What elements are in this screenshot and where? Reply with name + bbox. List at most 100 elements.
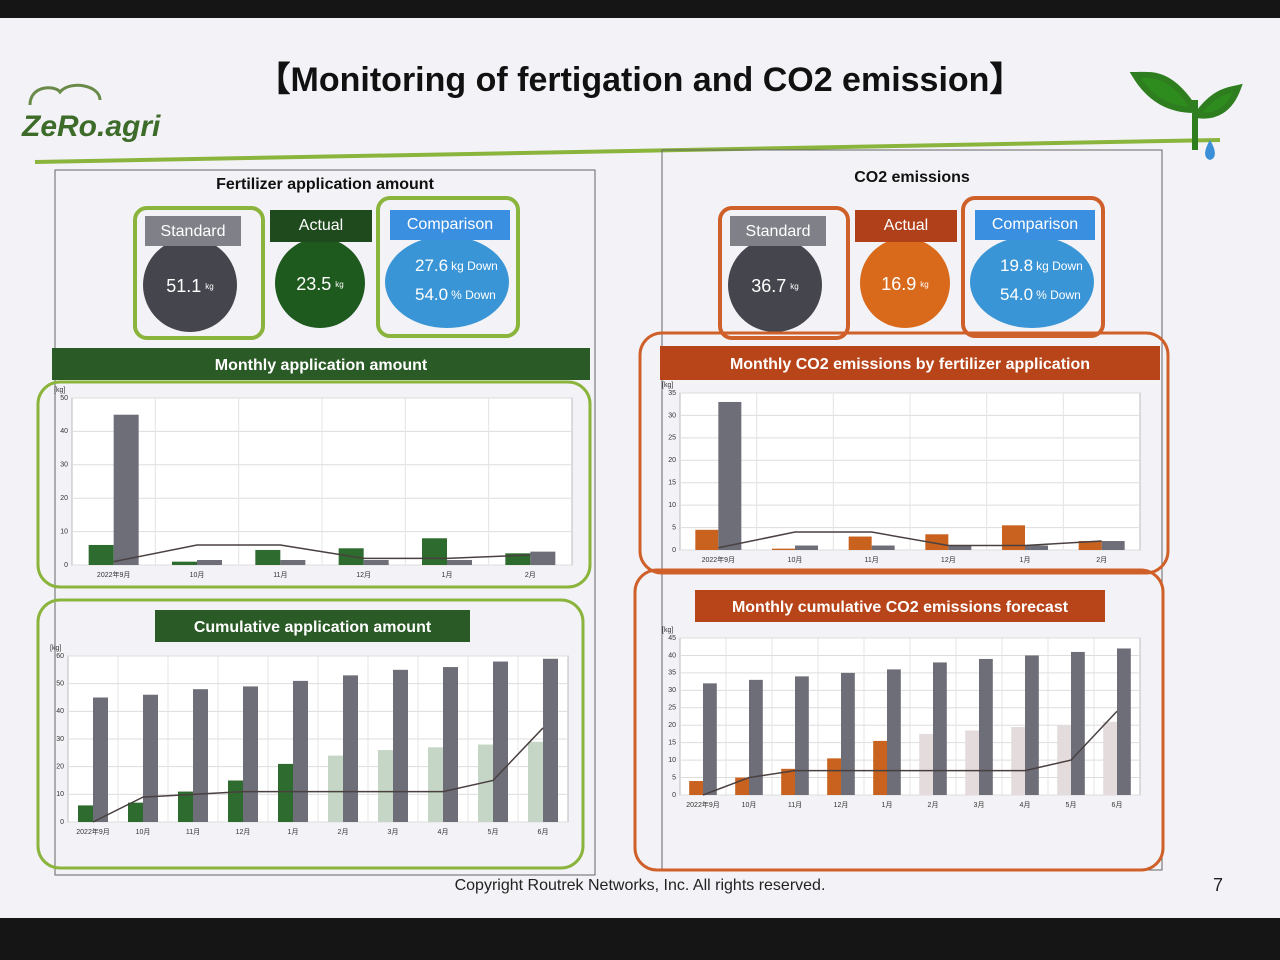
bar [1025, 545, 1048, 550]
kpi-frame [133, 206, 265, 340]
bar [478, 744, 493, 822]
kpi-label-bg [730, 216, 826, 246]
x-tick-label: 2月 [525, 571, 536, 579]
y-tick-label: 10 [668, 502, 676, 509]
x-tick-label: 12月 [236, 828, 251, 836]
y-tick-label: 35 [668, 390, 676, 397]
header-rule [34, 138, 1221, 164]
y-tick-label: 20 [668, 722, 676, 729]
text-part: 51.1 [166, 276, 201, 296]
bar [280, 559, 306, 565]
y-tick-label: 60 [56, 653, 64, 660]
bar [887, 669, 901, 795]
kpi-label: Comparison [407, 216, 493, 233]
y-tick-label: 30 [668, 687, 676, 694]
x-tick-label: 11月 [273, 571, 287, 579]
bar [422, 538, 447, 565]
kpi-value: 54.0% Down [415, 285, 496, 304]
x-tick-label: 3月 [388, 828, 399, 836]
x-tick-label: 2月 [338, 828, 349, 836]
y-tick-label: 0 [672, 547, 676, 554]
y-tick-label: 40 [668, 652, 676, 659]
y-tick-label: 20 [56, 764, 64, 771]
chart-banner [155, 610, 470, 642]
bar [919, 733, 933, 795]
bar [197, 559, 222, 565]
kpi-label-bg [145, 216, 241, 246]
bar [363, 559, 389, 565]
panel-heading: CO2 emissions [854, 169, 970, 186]
bar [328, 755, 343, 822]
bar [228, 780, 243, 822]
bar [841, 672, 855, 795]
chart-banner [695, 590, 1105, 622]
line [92, 727, 544, 823]
bar [393, 669, 408, 822]
text-part: kg Down [451, 259, 498, 273]
x-tick-label: 5月 [488, 828, 499, 836]
bar [1002, 525, 1025, 550]
line [718, 531, 1102, 549]
bar [143, 694, 158, 822]
line [702, 710, 1118, 796]
y-tick-label: 15 [668, 480, 676, 487]
y-unit: [kg] [54, 387, 65, 394]
kpi-label: Actual [884, 217, 928, 234]
kpi-value: 27.6 kg Down [415, 256, 498, 275]
kpi-label-bg [270, 210, 372, 242]
bar [772, 548, 795, 550]
bar [528, 741, 543, 822]
bar [781, 768, 795, 795]
kpi-label: Comparison [992, 216, 1078, 233]
bar [1103, 721, 1117, 795]
x-tick-label: 12月 [941, 556, 956, 564]
y-tick-label: 5 [672, 774, 676, 781]
bar [1025, 655, 1039, 795]
bar [718, 401, 742, 550]
bar [343, 675, 358, 822]
x-tick-label: 4月 [1020, 801, 1031, 809]
x-tick-label: 6月 [538, 828, 549, 836]
x-tick-label: 2月 [1096, 556, 1107, 564]
bar [193, 689, 208, 822]
text-part: kg [790, 282, 798, 291]
x-tick-label: 3月 [974, 801, 985, 809]
x-tick-label: 5月 [1066, 801, 1077, 809]
bar [925, 534, 949, 550]
bar [88, 544, 114, 565]
x-tick-label: 2022年9月 [702, 555, 735, 564]
slide-title: 【Monitoring of fertigation and CO2 emiss… [257, 61, 1024, 99]
kpi-value: 51.1 kg [166, 276, 214, 296]
y-tick-label: 30 [56, 736, 64, 743]
y-tick-label: 10 [60, 528, 68, 535]
chart-banner [52, 348, 590, 380]
bar [78, 805, 93, 822]
x-tick-label: 10月 [136, 828, 151, 836]
text-part: kg Down [1036, 259, 1083, 273]
x-tick-label: 11月 [186, 828, 200, 836]
leaf-icon [1129, 71, 1243, 150]
kpi-frame [376, 196, 520, 338]
bar [979, 658, 993, 795]
x-tick-label: 11月 [788, 801, 802, 809]
text-part: 16.9 [881, 274, 916, 294]
line [113, 544, 531, 563]
x-tick-label: 10月 [788, 556, 803, 564]
logo: ZeRo.agri [21, 110, 161, 143]
chart-frame [36, 598, 585, 870]
kpi-circle [385, 236, 509, 328]
x-tick-label: 1月 [882, 801, 893, 809]
y-tick-label: 40 [60, 428, 68, 435]
logo-cloud [28, 83, 102, 106]
kpi-label-bg [975, 210, 1095, 240]
chart-title: Monthly cumulative CO2 emissions forecas… [732, 599, 1069, 616]
x-tick-label: 11月 [865, 556, 879, 564]
left-frame [54, 169, 596, 876]
chart-frame [638, 331, 1170, 575]
text-part: % Down [1036, 288, 1081, 302]
x-tick-label: 10月 [190, 571, 205, 579]
y-tick-label: 10 [56, 791, 64, 798]
text-part: 23.5 [296, 274, 331, 294]
kpi-value: 16.9 kg [881, 274, 929, 294]
